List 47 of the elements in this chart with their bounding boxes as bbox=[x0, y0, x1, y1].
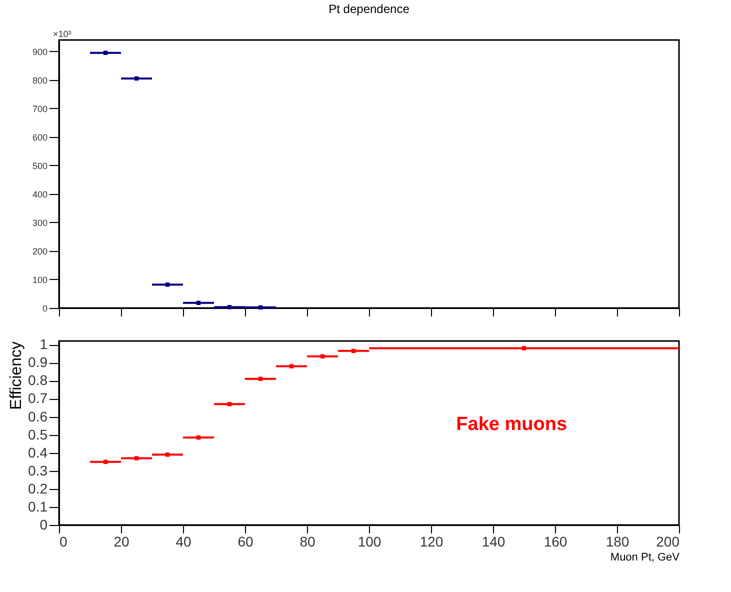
point bbox=[289, 364, 294, 368]
y-tick-label: 0.1 bbox=[28, 498, 48, 514]
y-tick-label: 100 bbox=[32, 274, 48, 285]
point bbox=[103, 460, 108, 464]
x-tick-label: 20 bbox=[114, 534, 130, 550]
y-axis-title: Efficiency bbox=[8, 342, 26, 410]
text: ×10³ bbox=[53, 29, 72, 39]
y-tick-label: 0.5 bbox=[28, 426, 48, 442]
point bbox=[134, 456, 139, 460]
point bbox=[320, 354, 325, 358]
point bbox=[165, 452, 170, 457]
x-tick-label: 120 bbox=[420, 534, 444, 550]
point bbox=[522, 346, 526, 350]
y-tick-label: 0.7 bbox=[28, 390, 48, 406]
y-tick-label: 200 bbox=[32, 246, 48, 256]
y-tick-label: 700 bbox=[32, 104, 48, 114]
y-tick-label: 300 bbox=[32, 218, 48, 228]
y-tick-label: 0.2 bbox=[28, 480, 48, 496]
x-tick-label: 160 bbox=[544, 534, 568, 550]
x-tick-label: 100 bbox=[358, 534, 382, 550]
y-tick-label: 800 bbox=[32, 75, 48, 86]
y-tick-label: 0.3 bbox=[28, 462, 48, 478]
point bbox=[227, 402, 232, 406]
point bbox=[227, 305, 232, 310]
point bbox=[196, 300, 201, 305]
y-tick-label: 900 bbox=[32, 46, 48, 57]
y-tick-label: 600 bbox=[32, 132, 48, 142]
y-tick-label: 0 bbox=[42, 304, 48, 314]
x-axis-title: Muon Pt, GeV bbox=[610, 552, 680, 564]
x-tick-label: 80 bbox=[300, 534, 316, 550]
x-tick-label: 40 bbox=[176, 534, 192, 550]
y-tick-label: 500 bbox=[32, 160, 48, 171]
chart-title: Pt dependence bbox=[328, 2, 410, 16]
point bbox=[103, 50, 108, 55]
x-tick-label: 140 bbox=[482, 534, 506, 550]
x-tick-label: 200 bbox=[656, 534, 680, 550]
x-tick-label: 60 bbox=[238, 534, 254, 550]
y-tick-label: 0.8 bbox=[28, 372, 48, 388]
y-tick-label: 1 bbox=[40, 336, 48, 352]
x-tick-label: 180 bbox=[606, 534, 630, 550]
y-tick-label: 0 bbox=[40, 516, 48, 532]
y-tick-label: 400 bbox=[32, 189, 48, 200]
annotation: Fake muons bbox=[456, 414, 568, 435]
x-tick-label: 0 bbox=[60, 534, 68, 550]
y-tick-label: 0.4 bbox=[28, 444, 48, 460]
y-tick-label: 0.6 bbox=[28, 408, 48, 424]
y-tick-label: 0.9 bbox=[28, 354, 48, 370]
